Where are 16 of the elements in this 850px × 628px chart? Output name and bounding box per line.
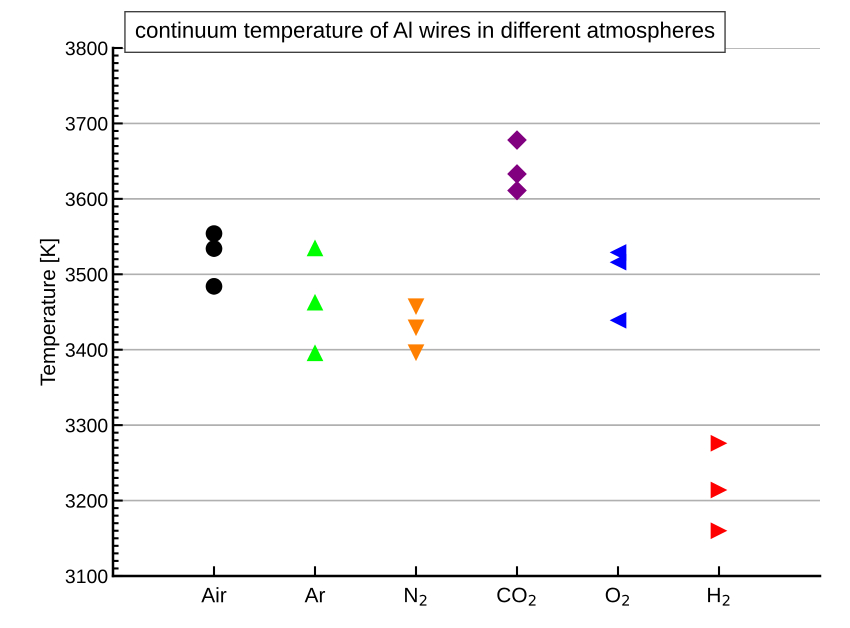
y-tick-label: 3100 xyxy=(66,569,108,584)
x-tick-label: O$_{2}$ xyxy=(606,588,629,606)
x-tick-label: Ar xyxy=(304,588,326,602)
y-tick-label: 3700 xyxy=(66,116,108,131)
x-tick-label: CO$_{2}$ xyxy=(497,588,536,606)
y-axis-title: Temperature [K] xyxy=(40,239,60,386)
y-tick-label: 3300 xyxy=(66,418,108,432)
x-tick-label: N$_{2}$ xyxy=(405,588,426,606)
y-tick-label: 3500 xyxy=(66,268,108,282)
x-tick-label: Air xyxy=(201,587,226,602)
x-tick-label: H$_{2}$ xyxy=(708,588,730,606)
chart-title: continuum temperature of Al wires in different atmospheres xyxy=(136,22,714,42)
y-tick-label: 3800 xyxy=(66,41,108,56)
y-tick-label: 3400 xyxy=(66,343,108,357)
y-tick-label: 3600 xyxy=(66,192,108,206)
y-tick-label: 3200 xyxy=(66,494,108,508)
